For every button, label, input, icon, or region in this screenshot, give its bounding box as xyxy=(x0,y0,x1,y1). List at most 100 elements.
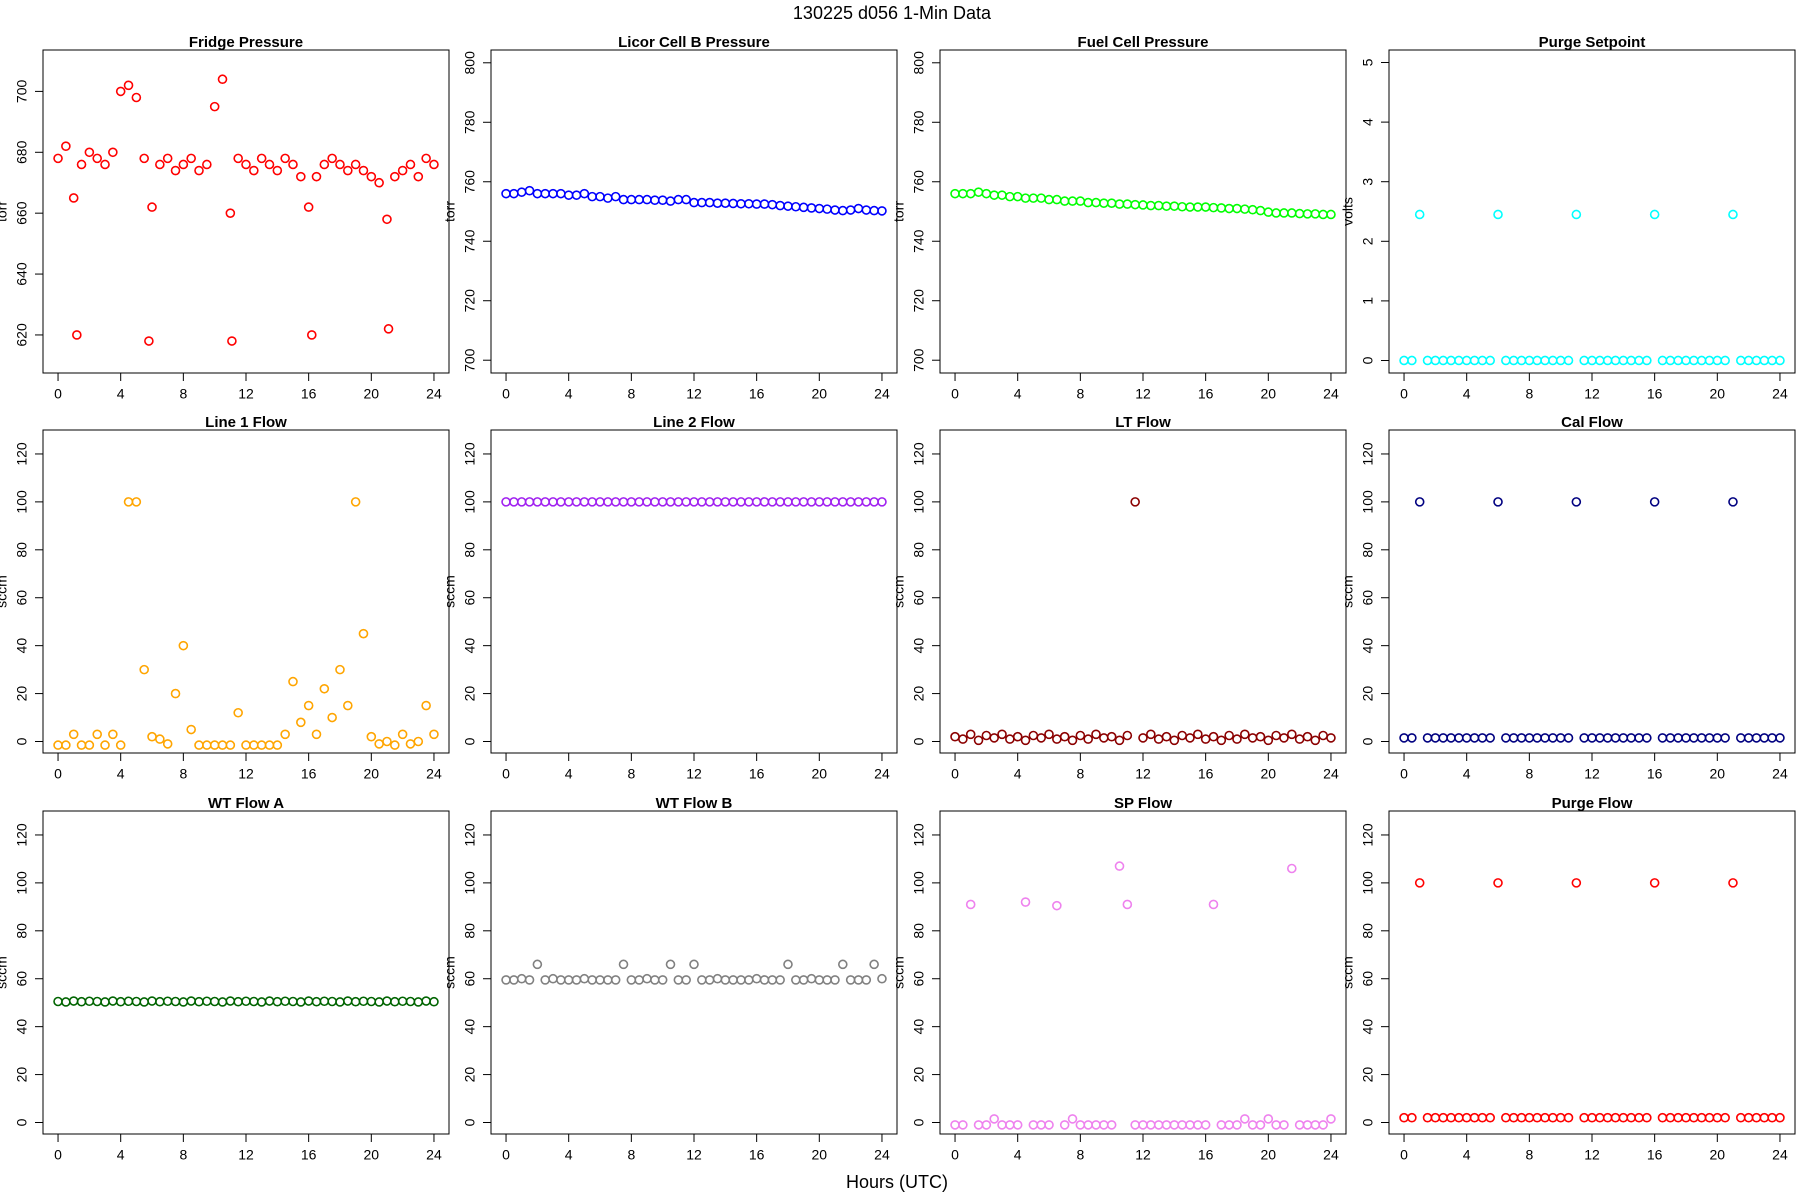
data-point xyxy=(689,497,699,507)
data-point xyxy=(288,676,298,687)
y-tick-label: 20 xyxy=(911,686,927,702)
data-point xyxy=(397,996,408,1007)
x-tick-label: 4 xyxy=(1014,1147,1022,1163)
data-point xyxy=(958,734,968,744)
data-point xyxy=(1446,355,1456,366)
data-point xyxy=(256,153,267,164)
data-point xyxy=(822,497,832,507)
data-point xyxy=(838,497,848,507)
data-point xyxy=(1193,1120,1203,1130)
data-point xyxy=(225,740,236,750)
data-point xyxy=(1751,355,1762,366)
data-point xyxy=(1618,733,1629,743)
plot-frame xyxy=(1388,429,1796,754)
data-point xyxy=(1626,733,1636,743)
data-point xyxy=(61,997,71,1007)
data-point xyxy=(1075,196,1086,206)
data-point xyxy=(501,975,511,985)
data-point xyxy=(115,996,126,1007)
y-tick-label: 60 xyxy=(14,590,30,606)
data-point xyxy=(1216,203,1227,213)
data-point xyxy=(1508,1112,1519,1123)
data-point xyxy=(1532,1112,1542,1123)
data-point xyxy=(1130,1120,1140,1130)
data-point xyxy=(830,497,840,507)
data-point xyxy=(548,497,558,507)
data-point xyxy=(382,736,392,747)
data-point xyxy=(673,194,684,205)
y-axis-label: sccm xyxy=(0,956,10,989)
data-point xyxy=(775,497,785,507)
data-point xyxy=(202,740,212,750)
data-point xyxy=(1501,733,1511,743)
y-tick-label: 760 xyxy=(462,170,478,194)
data-point xyxy=(1407,355,1417,366)
data-point xyxy=(673,497,684,507)
data-point xyxy=(272,996,283,1007)
data-point xyxy=(1540,1112,1550,1123)
data-point xyxy=(296,717,306,728)
data-point xyxy=(806,973,817,984)
data-point xyxy=(759,199,770,209)
data-point xyxy=(618,194,629,205)
data-point xyxy=(814,975,825,985)
data-point xyxy=(1767,355,1777,366)
y-tick-label: 80 xyxy=(911,542,927,558)
data-point xyxy=(1326,1114,1336,1124)
x-tick-label: 8 xyxy=(179,766,187,782)
data-point xyxy=(524,185,535,196)
data-point xyxy=(767,497,778,507)
x-tick-label: 24 xyxy=(426,386,442,402)
data-point xyxy=(1681,733,1691,743)
y-tick-label: 40 xyxy=(911,638,927,654)
data-point xyxy=(1240,729,1250,740)
data-point xyxy=(1083,734,1093,744)
data-point xyxy=(225,208,236,218)
data-point xyxy=(532,959,543,970)
data-point xyxy=(1665,1112,1676,1123)
data-point xyxy=(744,975,754,985)
data-point xyxy=(296,997,306,1007)
data-point xyxy=(556,188,566,199)
y-tick-label: 780 xyxy=(462,110,478,134)
x-tick-label: 20 xyxy=(1261,386,1277,402)
data-point xyxy=(1075,1120,1086,1130)
data-point xyxy=(657,497,668,507)
y-tick-label: 700 xyxy=(911,348,927,372)
data-point xyxy=(327,153,337,164)
data-point xyxy=(626,975,637,985)
data-point xyxy=(1720,733,1730,743)
data-point xyxy=(1446,733,1456,743)
x-tick-label: 24 xyxy=(1323,766,1339,782)
data-point xyxy=(1106,198,1117,208)
data-point xyxy=(618,959,629,970)
data-point xyxy=(1067,196,1078,206)
data-point xyxy=(965,899,976,910)
data-point xyxy=(1508,355,1519,366)
data-point xyxy=(131,92,142,103)
x-tick-label: 8 xyxy=(1076,766,1084,782)
x-tick-label: 0 xyxy=(1400,1147,1408,1163)
y-tick-label: 2 xyxy=(1360,237,1376,245)
data-point xyxy=(603,975,613,985)
x-tick-label: 12 xyxy=(686,386,702,402)
data-point xyxy=(712,198,723,208)
data-point xyxy=(1767,733,1777,743)
x-tick-label: 0 xyxy=(951,1147,959,1163)
data-point xyxy=(1287,863,1297,874)
data-point xyxy=(319,996,330,1007)
data-point xyxy=(84,740,95,750)
data-point xyxy=(1438,355,1448,366)
data-point xyxy=(744,198,754,209)
data-point xyxy=(178,640,189,651)
data-point xyxy=(1153,734,1164,744)
data-point xyxy=(53,740,63,750)
data-point xyxy=(1122,730,1133,741)
data-point xyxy=(516,187,527,197)
data-point xyxy=(1689,733,1699,743)
data-point xyxy=(374,739,384,749)
y-tick-label: 100 xyxy=(462,871,478,895)
x-tick-label: 16 xyxy=(301,386,317,402)
y-tick-label: 100 xyxy=(1360,490,1376,514)
x-tick-label: 8 xyxy=(1525,766,1533,782)
